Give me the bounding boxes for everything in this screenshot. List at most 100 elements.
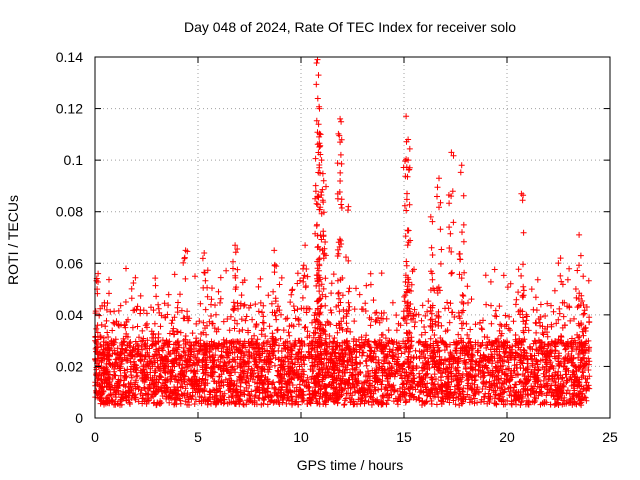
- data-point: [445, 305, 452, 312]
- axis-ticks: [94, 56, 611, 419]
- data-point: [500, 272, 507, 279]
- data-point: [248, 335, 255, 342]
- data-point: [295, 359, 301, 366]
- data-point: [442, 357, 449, 364]
- data-point: [279, 367, 286, 374]
- data-point: [217, 358, 224, 365]
- data-point: [186, 393, 193, 400]
- data-point: [333, 343, 340, 350]
- data-point: [497, 321, 504, 328]
- data-point: [571, 387, 578, 394]
- data-point: [437, 260, 444, 267]
- data-point: [460, 192, 467, 199]
- data-point: [581, 307, 588, 314]
- data-point: [213, 392, 220, 399]
- data-point: [243, 380, 250, 386]
- data-point: [229, 356, 236, 363]
- data-point: [585, 382, 592, 389]
- data-point: [406, 386, 412, 392]
- data-point: [129, 347, 136, 354]
- data-point: [483, 301, 490, 308]
- data-point: [169, 357, 176, 364]
- data-point: [367, 344, 374, 351]
- data-point: [574, 375, 581, 382]
- data-point: [217, 299, 223, 306]
- data-point: [318, 361, 325, 368]
- data-point: [442, 369, 449, 375]
- data-point: [532, 380, 539, 386]
- data-point: [312, 188, 319, 195]
- data-point: [484, 365, 491, 372]
- data-point: [285, 349, 292, 356]
- data-point: [501, 350, 508, 357]
- data-point: [196, 398, 203, 405]
- data-point: [217, 274, 224, 281]
- data-point: [427, 335, 434, 342]
- data-point: [525, 399, 532, 406]
- data-point: [343, 254, 349, 261]
- data-point: [434, 193, 440, 200]
- data-point: [192, 273, 198, 280]
- data-point: [102, 345, 109, 352]
- data-point: [147, 385, 154, 392]
- data-point: [266, 323, 273, 330]
- data-point: [576, 346, 582, 353]
- data-point: [330, 271, 337, 278]
- data-point: [319, 170, 326, 177]
- data-point: [155, 331, 162, 337]
- data-point: [532, 395, 539, 402]
- data-point: [111, 368, 118, 375]
- data-point: [181, 255, 188, 262]
- data-point: [230, 343, 237, 350]
- data-point: [506, 344, 513, 351]
- data-point: [569, 401, 576, 408]
- data-point: [214, 387, 221, 394]
- data-point: [119, 341, 126, 348]
- data-point: [339, 339, 346, 346]
- data-point: [184, 401, 191, 408]
- data-point: [403, 196, 410, 203]
- data-point: [466, 370, 473, 377]
- data-point: [345, 257, 352, 264]
- data-point: [505, 325, 512, 332]
- data-point: [315, 72, 322, 79]
- data-point: [210, 378, 217, 385]
- data-point: [210, 354, 217, 361]
- data-point: [377, 378, 384, 385]
- data-point: [468, 296, 475, 303]
- data-point: [555, 260, 562, 267]
- data-point: [252, 323, 259, 330]
- data-point: [344, 325, 351, 332]
- data-point: [445, 379, 452, 386]
- data-point: [233, 338, 240, 345]
- data-point: [552, 343, 559, 350]
- data-point: [111, 347, 118, 354]
- data-point: [317, 142, 324, 149]
- data-point: [537, 344, 544, 351]
- data-point: [155, 379, 162, 386]
- data-point: [487, 278, 494, 285]
- data-point: [242, 352, 248, 359]
- data-point: [401, 293, 408, 300]
- data-point: [451, 314, 458, 320]
- data-point: [111, 320, 118, 327]
- data-point: [407, 237, 414, 244]
- data-point: [101, 351, 108, 358]
- data-point: [496, 327, 503, 334]
- data-point: [241, 338, 248, 345]
- data-point: [397, 391, 404, 398]
- data-point: [155, 301, 162, 308]
- data-point: [284, 315, 291, 322]
- data-point: [206, 343, 213, 350]
- data-point: [261, 339, 267, 346]
- data-point: [509, 343, 516, 350]
- data-point: [585, 337, 592, 344]
- data-point: [128, 395, 135, 402]
- data-point: [575, 354, 582, 361]
- data-point: [312, 155, 319, 162]
- data-point: [103, 317, 110, 324]
- data-point: [314, 373, 320, 380]
- data-point: [404, 227, 411, 234]
- data-point: [544, 361, 550, 368]
- data-point: [212, 302, 218, 309]
